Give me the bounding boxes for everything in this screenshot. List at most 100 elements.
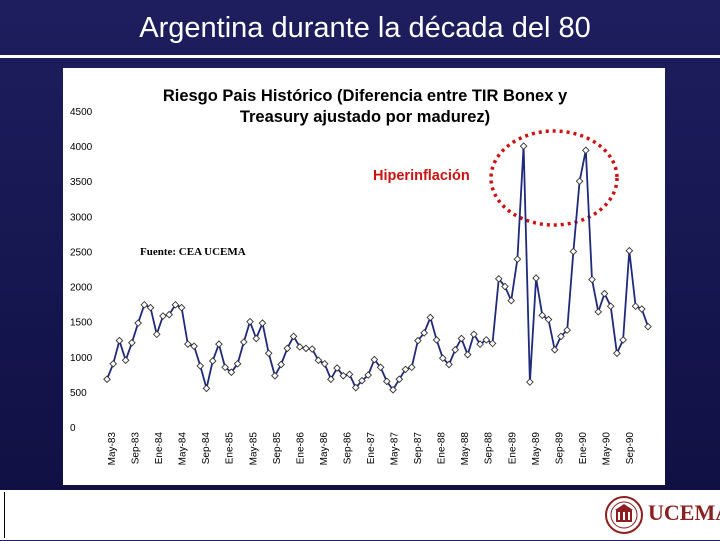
data-point-marker bbox=[532, 274, 540, 282]
data-point-marker bbox=[333, 364, 341, 372]
source-note: Fuente: CEA UCEMA bbox=[140, 246, 246, 258]
x-tick-label: Sep-86 bbox=[342, 432, 353, 465]
data-point-marker bbox=[165, 310, 174, 319]
data-point-marker bbox=[152, 330, 161, 339]
y-tick-label: 2500 bbox=[70, 247, 93, 258]
x-tick-label: Sep-87 bbox=[413, 432, 424, 465]
data-point-marker bbox=[600, 289, 609, 298]
data-point-marker bbox=[625, 246, 634, 255]
x-tick-label: Ene-87 bbox=[366, 432, 377, 465]
data-point-marker bbox=[476, 340, 484, 348]
series-markers bbox=[103, 142, 652, 394]
hyperinflation-highlight-ellipse bbox=[489, 129, 619, 227]
data-point-marker bbox=[221, 363, 229, 372]
data-point-marker bbox=[581, 146, 590, 155]
data-point-marker bbox=[128, 338, 136, 347]
data-point-marker bbox=[569, 247, 578, 256]
data-point-marker bbox=[140, 300, 149, 309]
y-tick-label: 0 bbox=[70, 423, 76, 434]
data-point-marker bbox=[445, 360, 453, 369]
x-tick-label: Sep-90 bbox=[625, 432, 636, 465]
data-point-marker bbox=[606, 302, 615, 311]
data-point-marker bbox=[134, 319, 142, 327]
data-point-marker bbox=[438, 354, 447, 363]
y-tick-label: 4500 bbox=[70, 107, 93, 118]
x-tick-label: Sep-85 bbox=[272, 432, 283, 465]
data-point-marker bbox=[457, 334, 466, 343]
ucema-logo: UCEMA bbox=[604, 494, 720, 536]
data-point-marker bbox=[314, 356, 323, 365]
data-point-marker bbox=[146, 303, 155, 312]
data-point-marker bbox=[376, 363, 385, 372]
data-point-marker bbox=[121, 356, 130, 365]
data-point-marker bbox=[613, 349, 621, 358]
data-point-marker bbox=[482, 336, 491, 344]
data-point-marker bbox=[345, 370, 354, 379]
data-point-marker bbox=[215, 340, 223, 348]
data-point-marker bbox=[302, 344, 310, 353]
data-point-marker bbox=[289, 332, 298, 341]
series-line bbox=[106, 146, 649, 392]
data-point-marker bbox=[364, 371, 373, 379]
data-point-marker bbox=[184, 340, 192, 348]
data-point-marker bbox=[575, 177, 584, 186]
data-point-marker bbox=[513, 255, 522, 264]
data-point-marker bbox=[227, 368, 236, 377]
footer-band bbox=[0, 490, 720, 540]
data-point-marker bbox=[196, 362, 205, 370]
chart-title-line-2: Treasury ajustado por madurez) bbox=[240, 108, 490, 126]
data-point-marker bbox=[563, 326, 571, 334]
chart-title-line-1: Riesgo Pais Histórico (Diferencia entre … bbox=[163, 87, 568, 105]
x-tick-label: Sep-88 bbox=[484, 432, 495, 465]
data-point-marker bbox=[283, 344, 292, 353]
x-tick-label: Ene-90 bbox=[578, 432, 589, 465]
data-point-marker bbox=[239, 338, 248, 346]
data-point-marker bbox=[190, 342, 198, 351]
x-tick-label: May-89 bbox=[531, 432, 542, 466]
data-point-marker bbox=[594, 307, 603, 316]
data-point-marker bbox=[320, 359, 329, 368]
data-point-marker bbox=[308, 345, 317, 353]
data-point-marker bbox=[451, 345, 460, 354]
x-tick-label: Sep-83 bbox=[131, 432, 142, 465]
line-chart: Riesgo Pais Histórico (Diferencia entre … bbox=[70, 87, 652, 466]
x-tick-label: May-87 bbox=[390, 432, 401, 466]
y-tick-label: 1500 bbox=[70, 318, 93, 329]
data-point-marker bbox=[370, 355, 379, 364]
x-tick-label: Ene-86 bbox=[295, 432, 306, 465]
data-point-marker bbox=[264, 349, 273, 358]
data-point-marker bbox=[358, 376, 366, 385]
y-tick-label: 3500 bbox=[70, 177, 93, 188]
x-tick-label: May-85 bbox=[248, 432, 259, 466]
data-point-marker bbox=[115, 336, 124, 345]
data-point-marker bbox=[177, 303, 186, 312]
data-point-marker bbox=[327, 375, 335, 384]
x-tick-label: May-88 bbox=[460, 432, 471, 466]
x-tick-label: Sep-89 bbox=[554, 432, 565, 465]
data-point-marker bbox=[420, 329, 428, 337]
data-point-marker bbox=[619, 336, 627, 344]
data-point-marker bbox=[526, 378, 534, 386]
data-point-marker bbox=[414, 336, 422, 345]
data-point-marker bbox=[432, 336, 441, 344]
university-seal-icon bbox=[605, 496, 643, 534]
data-point-marker bbox=[519, 142, 528, 150]
data-point-marker bbox=[588, 275, 596, 284]
data-point-marker bbox=[401, 365, 410, 374]
data-point-marker bbox=[246, 317, 254, 326]
x-axis-labels: May-83 Sep-83 Ene-84 May-84 Sep-84 Ene-85 May-… bbox=[107, 432, 636, 466]
data-point-marker bbox=[538, 311, 547, 320]
data-point-marker bbox=[208, 357, 217, 365]
x-tick-label: May-83 bbox=[107, 432, 118, 466]
x-tick-label: Ene-89 bbox=[507, 432, 518, 465]
y-tick-label: 3000 bbox=[70, 212, 93, 223]
data-point-marker bbox=[426, 313, 435, 322]
data-point-marker bbox=[488, 339, 497, 348]
data-point-marker bbox=[103, 375, 111, 384]
x-tick-label: Sep-84 bbox=[201, 432, 212, 465]
slide-title: Argentina durante la década del 80 bbox=[139, 12, 591, 44]
data-point-marker bbox=[277, 360, 285, 369]
data-point-marker bbox=[389, 385, 397, 394]
data-point-marker bbox=[295, 343, 304, 351]
data-point-marker bbox=[550, 345, 559, 354]
